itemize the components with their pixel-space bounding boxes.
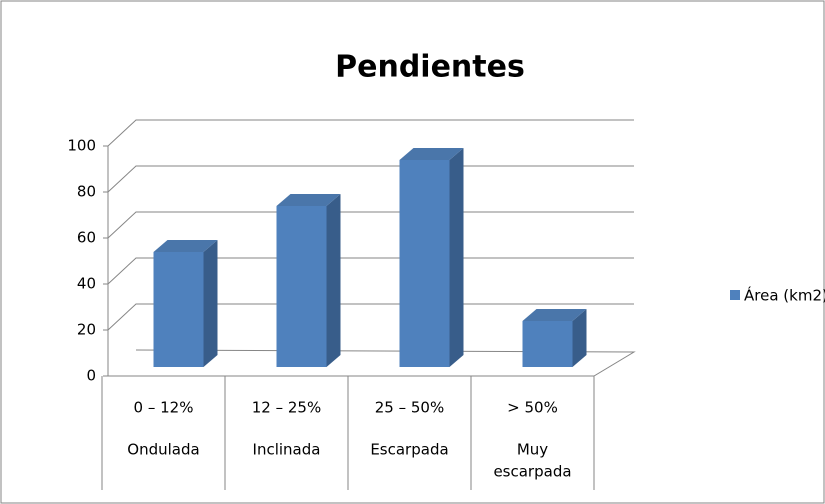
bar-side: [203, 240, 218, 367]
bar-top: [522, 309, 587, 321]
x-tick-label: Escarpada: [370, 441, 448, 459]
bar: [153, 252, 204, 367]
y-tick-label: 100: [67, 137, 96, 155]
x-tick-label: Muy: [517, 441, 548, 459]
bar-side: [572, 309, 587, 367]
legend-label: Área (km2): [744, 286, 825, 305]
y-tick-label: 0: [86, 367, 96, 385]
x-tick-label: 25 – 50%: [375, 399, 444, 417]
x-tick-label: Inclinada: [253, 441, 321, 459]
bar-side: [449, 148, 464, 367]
bar-top: [276, 194, 341, 206]
chart-title: Pendientes: [335, 50, 525, 85]
grid-line: [107, 165, 634, 193]
x-tick-label: Ondulada: [127, 441, 199, 459]
x-tick-label: 12 – 25%: [252, 399, 321, 417]
floor: [108, 349, 636, 377]
bar-side: [326, 194, 341, 367]
bar: [399, 160, 450, 367]
x-tick-label: escarpada: [493, 463, 571, 481]
x-tick-label: 0 – 12%: [134, 399, 194, 417]
legend-swatch: [730, 290, 740, 300]
y-tick-label: 20: [77, 321, 96, 339]
grid-line: [107, 303, 634, 331]
y-tick-label: 40: [77, 275, 96, 293]
y-tick-label: 60: [77, 229, 96, 247]
bar: [276, 206, 327, 367]
bar: [522, 321, 573, 367]
y-tick-label: 80: [77, 183, 96, 201]
grid-line: [107, 119, 634, 147]
bar-top: [399, 148, 464, 160]
grid-line: [107, 211, 634, 239]
x-tick-label: > 50%: [507, 399, 558, 417]
grid-line: [107, 257, 634, 285]
bar-top: [153, 240, 218, 252]
